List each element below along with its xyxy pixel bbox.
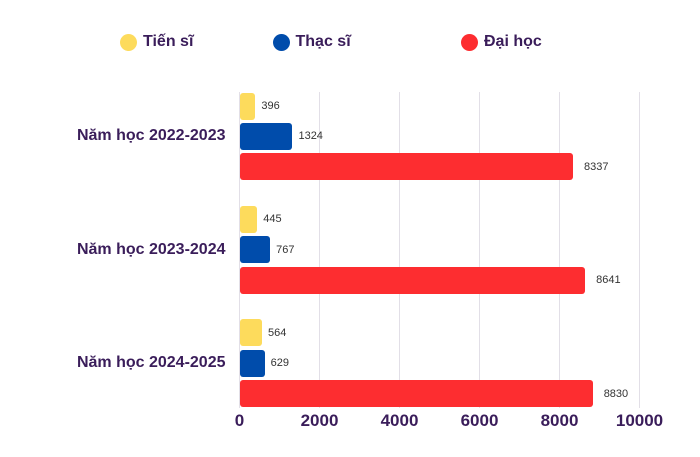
legend-label-tien-si: Tiến sĩ	[143, 33, 194, 50]
legend-swatch-tien-si	[120, 33, 137, 51]
value-label-tien-si-nam-hoc-2022-2023: 396	[261, 100, 280, 112]
gridline-x-2000	[319, 92, 320, 408]
x-axis-tick-label-2000: 2000	[300, 411, 339, 430]
x-axis-tick-label-0: 0	[234, 411, 245, 430]
bar-tien-si-nam-hoc-2023-2024[interactable]	[239, 205, 258, 233]
legend-item-ai-hoc[interactable]: Đại học	[461, 33, 542, 51]
legend-swatch-thac-si	[272, 33, 290, 51]
x-axis-tick-label-8000: 8000	[540, 411, 579, 430]
x-axis-tick-label-4000: 4000	[380, 411, 419, 430]
bar-ai-hoc-nam-hoc-2023-2024[interactable]	[239, 266, 586, 294]
value-label-ai-hoc-nam-hoc-2024-2025: 8830	[603, 387, 629, 400]
bar-thac-si-nam-hoc-2023-2024[interactable]	[239, 236, 271, 264]
bar-thac-si-nam-hoc-2024-2025[interactable]	[239, 349, 265, 377]
category-label-nam-hoc-2022-2023: Năm học 2022-2023	[76, 127, 226, 145]
x-axis-tick-label-6000: 6000	[460, 411, 499, 430]
bar-ai-hoc-nam-hoc-2024-2025[interactable]	[239, 380, 593, 407]
value-label-thac-si-nam-hoc-2023-2024: 767	[276, 243, 295, 256]
value-label-ai-hoc-nam-hoc-2022-2023: 8337	[583, 160, 609, 173]
legend-label-ai-hoc: Đại học	[484, 33, 542, 50]
legend-item-thac-si[interactable]: Thạc sĩ	[272, 33, 351, 51]
bar-ai-hoc-nam-hoc-2022-2023[interactable]	[239, 153, 573, 181]
x-axis-tick-label-10000: 10000	[615, 411, 664, 430]
gridline-x-6000	[479, 92, 480, 408]
legend-item-tien-si[interactable]: Tiến sĩ	[120, 33, 193, 51]
bar-thac-si-nam-hoc-2022-2023[interactable]	[239, 122, 293, 150]
value-label-tien-si-nam-hoc-2023-2024: 445	[263, 213, 282, 226]
category-label-nam-hoc-2024-2025: Năm học 2024-2025	[76, 354, 226, 372]
legend-label-thac-si: Thạc sĩ	[295, 33, 351, 50]
gridline-x-4000	[399, 92, 400, 408]
category-label-nam-hoc-2023-2024: Năm học 2023-2024	[76, 240, 226, 258]
gridline-x-10000	[639, 92, 640, 408]
value-label-thac-si-nam-hoc-2022-2023: 1324	[298, 130, 323, 143]
value-label-ai-hoc-nam-hoc-2023-2024: 8641	[596, 274, 621, 287]
value-label-thac-si-nam-hoc-2024-2025: 629	[270, 357, 290, 370]
value-label-tien-si-nam-hoc-2024-2025: 564	[268, 326, 287, 339]
bar-tien-si-nam-hoc-2024-2025[interactable]	[239, 319, 263, 347]
legend-swatch-ai-hoc	[461, 33, 478, 51]
bar-tien-si-nam-hoc-2022-2023[interactable]	[239, 92, 256, 120]
gridline-x-8000	[559, 92, 560, 408]
